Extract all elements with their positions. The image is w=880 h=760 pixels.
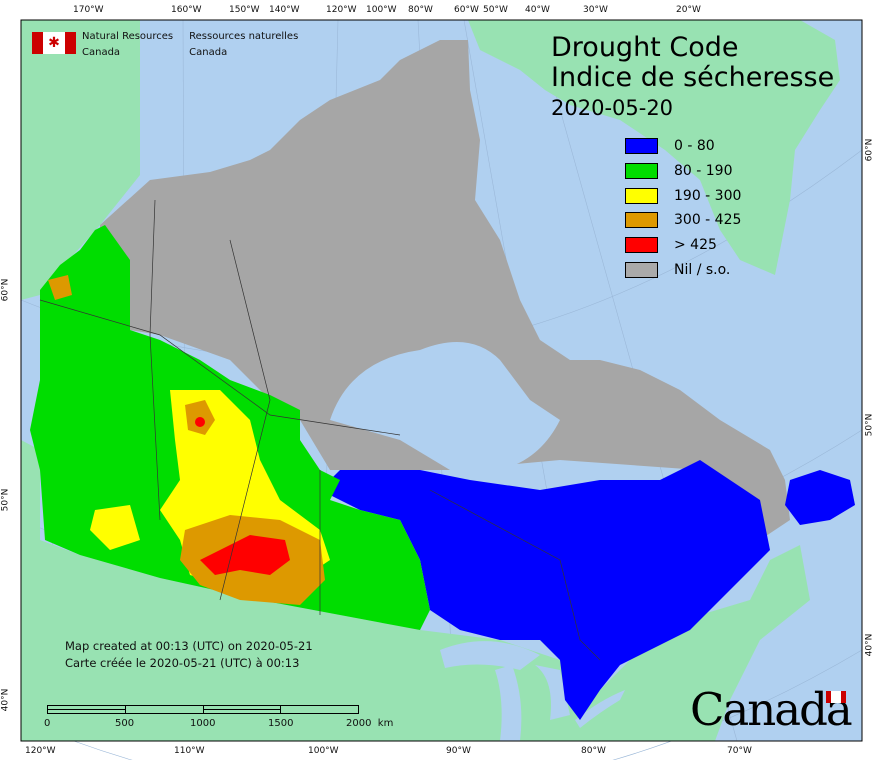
drought-region-0-80-newfoundland xyxy=(785,470,855,525)
top-tick-50w: 50°W xyxy=(483,5,508,15)
scale-label-1500: 1500 xyxy=(268,718,294,729)
great-lakes xyxy=(440,641,625,741)
legend-label: Nil / s.o. xyxy=(674,261,731,278)
legend-label: 190 - 300 xyxy=(674,187,742,204)
left-tick-40n: 40°N xyxy=(0,688,11,712)
hudson-bay xyxy=(330,342,560,470)
canada-nodata-region xyxy=(100,40,790,540)
top-tick-160w: 160°W xyxy=(171,5,202,15)
usa-land xyxy=(21,440,810,741)
wordmark-flag-icon xyxy=(826,691,846,703)
top-tick-60w: 60°W xyxy=(454,5,479,15)
left-tick-50n: 50°N xyxy=(0,488,11,512)
scale-label-0: 0 xyxy=(44,718,51,729)
top-tick-100w: 100°W xyxy=(366,5,397,15)
top-tick-120w: 120°W xyxy=(326,5,357,15)
scale-label-500: 500 xyxy=(115,718,135,729)
scale-bar xyxy=(47,705,359,714)
bottom-tick-80w: 80°W xyxy=(581,746,606,756)
map-title: Drought Code Indice de sécheresse xyxy=(551,32,835,93)
bottom-tick-100w: 100°W xyxy=(308,746,339,756)
legend-item: 0 - 80 xyxy=(625,134,741,159)
legend-label: 300 - 425 xyxy=(674,212,742,229)
legend-item: 300 - 425 xyxy=(625,208,741,233)
alaska-land xyxy=(21,20,140,300)
legend-item: > 425 xyxy=(625,233,741,258)
provincial-boundaries xyxy=(39,199,601,661)
legend-label: 80 - 190 xyxy=(674,163,733,180)
left-tick-60n: 60°N xyxy=(0,278,11,302)
legend-swatch xyxy=(625,212,658,229)
drought-region-over-425-north xyxy=(195,417,205,427)
legend-swatch xyxy=(625,261,658,278)
drought-region-over-425 xyxy=(200,535,290,575)
legend-label: > 425 xyxy=(674,237,717,254)
bottom-tick-90w: 90°W xyxy=(446,746,471,756)
legend: 0 - 80 80 - 190 190 - 300 300 - 425 > 425 Nil… xyxy=(625,134,741,282)
legend-item: 190 - 300 xyxy=(625,183,741,208)
top-tick-40w: 40°W xyxy=(525,5,550,15)
legend-item: 80 - 190 xyxy=(625,159,741,184)
top-tick-30w: 30°W xyxy=(583,5,608,15)
right-tick-60n: 60°N xyxy=(864,138,875,162)
legend-swatch xyxy=(625,187,658,204)
top-tick-20w: 20°W xyxy=(676,5,701,15)
creation-note: Map created at 00:13 (UTC) on 2020-05-21… xyxy=(65,639,313,670)
canada-flag-icon: ✱ xyxy=(32,32,76,54)
map-date: 2020-05-20 xyxy=(551,96,674,120)
org-name-en: Natural Resources Canada xyxy=(82,31,174,58)
nrcan-signature: ✱ Natural Resources Canada Ressources na… xyxy=(32,31,299,61)
bottom-tick-70w: 70°W xyxy=(727,746,752,756)
bottom-tick-110w: 110°W xyxy=(174,746,205,756)
scale-label-1000: 1000 xyxy=(190,718,216,729)
drought-region-190-300-bc xyxy=(90,505,140,550)
top-tick-150w: 150°W xyxy=(229,5,260,15)
drought-region-300-425-yukon xyxy=(48,275,72,300)
drought-region-0-80 xyxy=(320,460,770,720)
legend-swatch xyxy=(625,163,658,180)
scale-label-2000: 2000 km xyxy=(346,718,394,729)
org-name-fr: Ressources naturelles Canada xyxy=(189,31,299,58)
right-tick-40n: 40°N xyxy=(864,633,875,657)
greenland-land xyxy=(468,20,840,275)
legend-label: 0 - 80 xyxy=(674,138,715,155)
top-tick-80w: 80°W xyxy=(408,5,433,15)
canada-wordmark: Canada xyxy=(690,683,853,736)
bottom-tick-120w: 120°W xyxy=(25,746,56,756)
legend-swatch xyxy=(625,138,658,155)
right-tick-50n: 50°N xyxy=(864,413,875,437)
legend-item: Nil / s.o. xyxy=(625,257,741,282)
legend-swatch xyxy=(625,237,658,254)
top-tick-140w: 140°W xyxy=(269,5,300,15)
top-tick-170w: 170°W xyxy=(73,5,104,15)
